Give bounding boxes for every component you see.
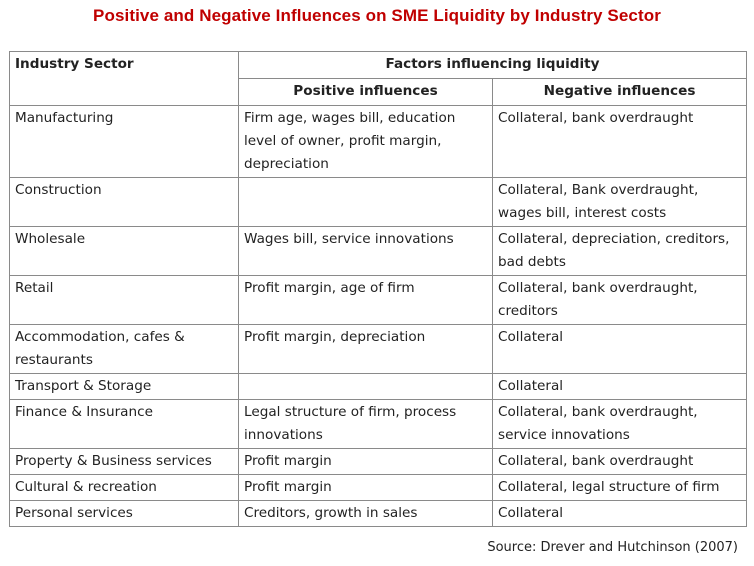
table-row: Cultural & recreation Profit margin Coll… [9,474,748,501]
sector-cell: Property & Business services [9,448,239,475]
column-header-positive: Positive influences [238,78,493,106]
negative-cell: Collateral, bank overdraught, service in… [491,399,748,449]
sector-cell: Transport & Storage [9,373,239,400]
negative-cell: Collateral [491,324,748,374]
table-row: Accommodation, cafes & restaurants Profi… [9,324,748,374]
table-row: Retail Profit margin, age of firm Collat… [9,275,748,325]
column-header-sector: Industry Sector [9,51,239,106]
sector-cell: Finance & Insurance [9,399,239,449]
negative-cell: Collateral, bank overdraught [491,448,748,475]
negative-cell: Collateral, Bank overdraught, wages bill… [491,177,748,227]
influences-table: Industry Sector Factors influencing liqu… [9,51,748,527]
positive-cell: Firm age, wages bill, education level of… [238,105,493,178]
negative-cell: Collateral [491,373,748,400]
table-row: Construction Collateral, Bank overdraugh… [9,177,748,227]
table-subheader-row: Positive influences Negative influences [10,78,748,106]
table-row: Finance & Insurance Legal structure of f… [9,399,748,449]
sector-cell: Manufacturing [9,105,239,178]
positive-cell [238,373,493,400]
table-header-row: Industry Sector Factors influencing liqu… [9,51,748,106]
page-title: Positive and Negative Influences on SME … [93,6,661,25]
sector-cell: Retail [9,275,239,325]
negative-cell: Collateral, legal structure of firm [491,474,748,501]
positive-cell [238,177,493,227]
table-row: Manufacturing Firm age, wages bill, educ… [9,105,748,178]
sector-cell: Accommodation, cafes & restaurants [9,324,239,374]
positive-cell: Creditors, growth in sales [238,500,493,527]
column-header-negative: Negative influences [491,78,748,106]
negative-cell: Collateral, bank overdraught, creditors [491,275,748,325]
source-citation: Source: Drever and Hutchinson (2007) [487,540,738,555]
positive-cell: Legal structure of firm, process innovat… [238,399,493,449]
positive-cell: Wages bill, service innovations [238,226,493,276]
table-row: Transport & Storage Collateral [9,373,748,400]
table-row: Property & Business services Profit marg… [9,448,748,475]
positive-cell: Profit margin, depreciation [238,324,493,374]
negative-cell: Collateral [491,500,748,527]
sector-cell: Personal services [9,500,239,527]
table-row: Wholesale Wages bill, service innovation… [9,226,748,276]
sector-cell: Wholesale [9,226,239,276]
sector-cell: Construction [9,177,239,227]
positive-cell: Profit margin [238,474,493,501]
negative-cell: Collateral, bank overdraught [491,105,748,178]
sector-cell: Cultural & recreation [9,474,239,501]
negative-cell: Collateral, depreciation, creditors, bad… [491,226,748,276]
positive-cell: Profit margin, age of firm [238,275,493,325]
column-header-factors: Factors influencing liquidity [237,51,748,79]
table-row: Personal services Creditors, growth in s… [9,500,748,527]
positive-cell: Profit margin [238,448,493,475]
